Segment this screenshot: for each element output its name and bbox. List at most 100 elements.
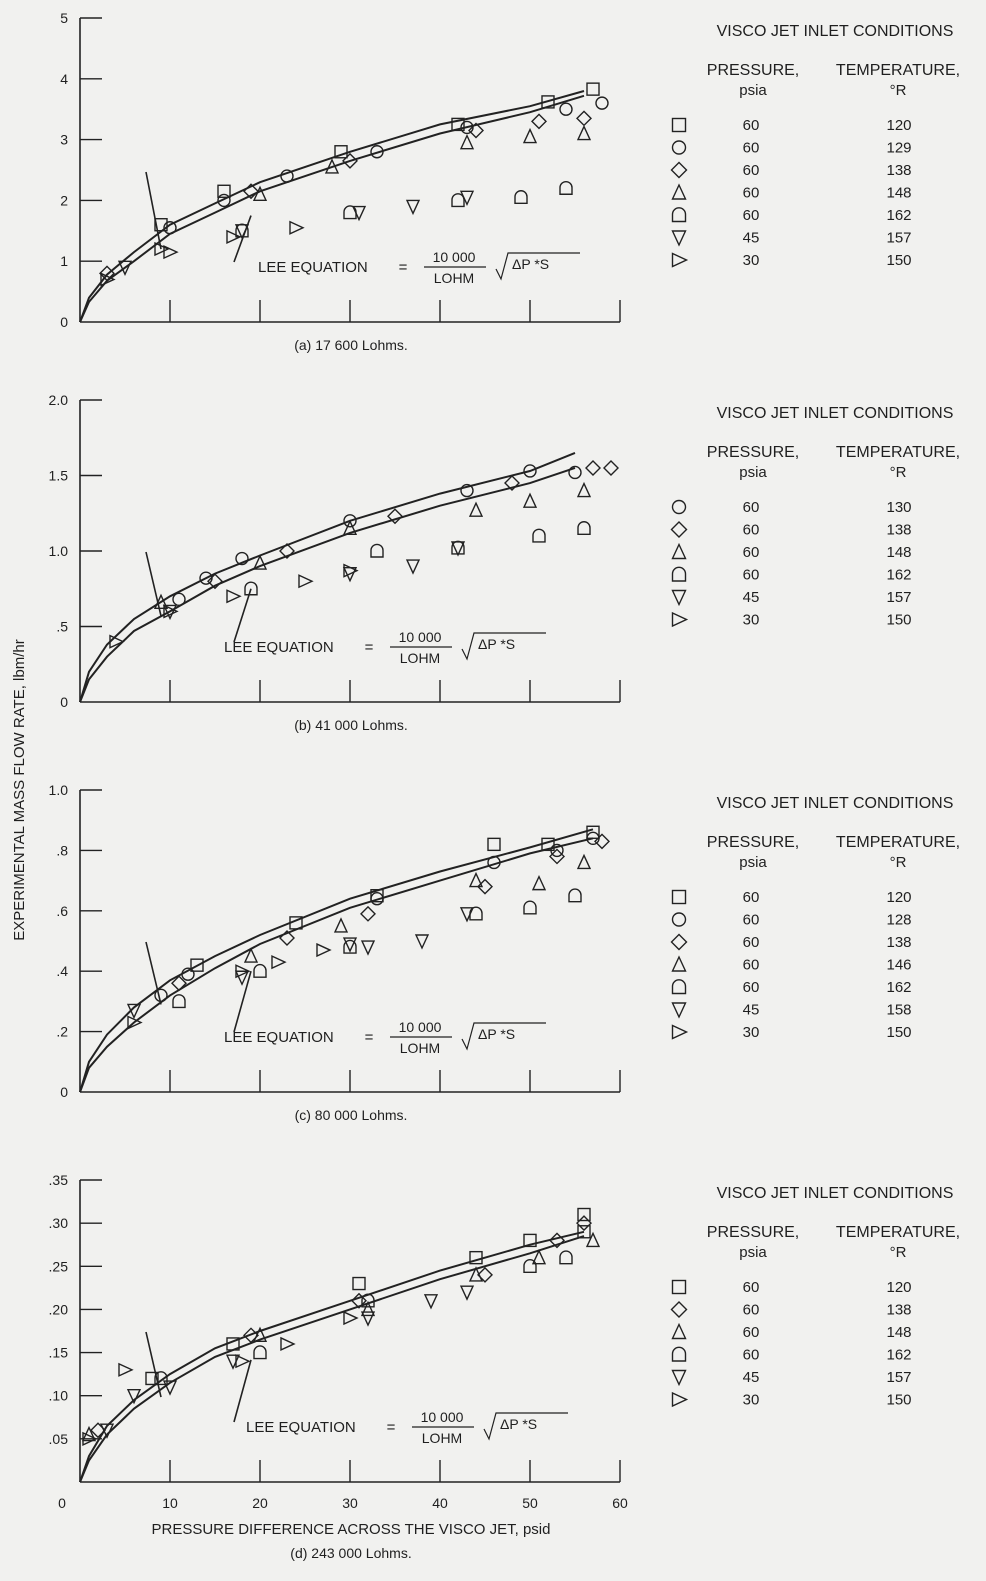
data-point-triangle-up [468, 1266, 484, 1282]
data-point-diamond [549, 848, 565, 865]
data-point-diamond [360, 905, 376, 922]
y-tick-label: 5 [60, 10, 68, 26]
lee-equation-denominator: LOHM [422, 1430, 462, 1446]
y-tick-label: .25 [49, 1258, 69, 1274]
arrow-upper-curve [145, 941, 162, 1005]
data-point-square [469, 1250, 483, 1265]
lee-equation-curve [79, 94, 585, 323]
data-point-triangle-down [423, 1294, 439, 1310]
legend-pressure-unit: psia [739, 82, 767, 99]
data-point-square [145, 1371, 159, 1386]
legend-pressure-value: 60 [743, 117, 760, 134]
data-point-triangle-down [459, 190, 475, 207]
legend-temperature-header: TEMPERATURE, [836, 834, 960, 851]
legend-pressure-value: 45 [743, 1002, 760, 1019]
legend-temperature-value: 150 [886, 1024, 911, 1041]
panel-caption: (d) 243 000 Lohms. [290, 1545, 411, 1561]
lee-equation-denominator: LOHM [400, 650, 440, 666]
lee-equation-radicand: ΔP *S [512, 256, 549, 272]
chart-panel-3: 0 .2 .4 .6 .8 1.0 LEE EQUATION = 10 000 LOHM ΔP *S… [49, 782, 961, 1123]
y-tick-label: .20 [49, 1301, 69, 1317]
data-point-triangle-right [343, 1310, 359, 1326]
data-point-triangle-up [522, 492, 538, 508]
data-point-circle [343, 514, 357, 528]
data-point-square [226, 1337, 240, 1351]
lee-equation-label: LEE EQUATION [258, 259, 368, 276]
x-tick-label: 10 [162, 1495, 178, 1511]
data-point-circle [217, 193, 231, 208]
data-point-d-shape [172, 994, 186, 1009]
legend-pressure-value: 60 [743, 522, 760, 539]
chart-panel-2: 0 .5 1.0 1.5 2.0 LEE EQUATION = 10 000 LOHM ΔP *S… [49, 392, 961, 733]
legend-pressure-unit: psia [739, 464, 767, 481]
data-point-square [541, 837, 555, 852]
y-tick-label: .4 [56, 963, 68, 979]
legend-temperature-value: 138 [886, 162, 911, 179]
data-point-square [523, 1233, 537, 1248]
legend-marker-triangle-right [671, 252, 689, 268]
data-point-triangle-right [163, 244, 179, 260]
data-point-triangle-up [585, 1231, 601, 1248]
data-point-square [334, 145, 348, 159]
data-point-square [217, 184, 231, 198]
data-point-circle [559, 102, 573, 116]
legend-marker-circle [671, 499, 687, 515]
panel-caption: (b) 41 000 Lohms. [294, 717, 408, 733]
legend-marker-triangle-down [671, 1369, 687, 1387]
legend-pressure-header: PRESSURE, [707, 444, 799, 461]
x-tick-label: 40 [432, 1495, 448, 1511]
data-point-d-shape [253, 1345, 267, 1360]
data-point-d-shape [253, 963, 267, 978]
data-point-circle [487, 855, 501, 870]
legend-pressure-value: 45 [743, 589, 760, 606]
legend-temperature-unit: °R [890, 82, 907, 99]
data-point-triangle-up [576, 124, 592, 141]
data-point-triangle-up [252, 554, 268, 570]
data-point-triangle-down [459, 1285, 475, 1301]
legend-marker-diamond [670, 933, 688, 951]
y-tick-label: .5 [56, 619, 68, 635]
legend-temperature-value: 150 [886, 612, 911, 629]
lee-equation-radicand: ΔP *S [478, 1026, 515, 1042]
radical-sign [495, 252, 580, 281]
data-point-diamond [207, 573, 223, 590]
lee-equation-equals: = [387, 1419, 396, 1436]
data-point-triangle-down [126, 1389, 142, 1405]
legend-marker-circle [671, 140, 687, 155]
x-tick-label: 0 [58, 1495, 66, 1511]
data-point-square [289, 916, 303, 930]
legend-marker-d-shape [671, 1346, 687, 1362]
data-point-diamond [387, 508, 403, 525]
legend-marker-square [671, 1279, 687, 1295]
data-point-triangle-up [360, 1300, 376, 1317]
legend-marker-d-shape [671, 207, 687, 223]
data-point-triangle-up [531, 1248, 547, 1265]
legend-temperature-value: 128 [886, 912, 911, 929]
lee-equation-radicand: ΔP *S [500, 1416, 537, 1432]
legend-pressure-value: 45 [743, 230, 760, 247]
data-point-triangle-up [252, 1326, 268, 1343]
legend-temperature-value: 148 [886, 185, 911, 202]
data-point-triangle-right [226, 589, 242, 604]
legend-temperature-header: TEMPERATURE, [836, 1224, 960, 1241]
legend-marker-triangle-up [671, 183, 687, 200]
data-point-circle [460, 483, 474, 498]
data-point-triangle-down [360, 1311, 376, 1327]
lee-equation-denominator: LOHM [434, 270, 474, 286]
data-point-square [451, 117, 465, 132]
legend-pressure-value: 30 [743, 612, 760, 629]
data-point-circle [235, 551, 249, 566]
arrow-upper-curve [145, 551, 162, 617]
data-point-triangle-up [324, 158, 340, 174]
data-point-triangle-up [531, 874, 547, 891]
x-axis-label: PRESSURE DIFFERENCE ACROSS THE VISCO JET… [152, 1521, 551, 1538]
y-tick-label: .2 [56, 1024, 68, 1040]
legend-temperature-value: 148 [886, 1324, 911, 1341]
data-point-triangle-up [468, 871, 484, 888]
data-point-square [370, 889, 384, 903]
lee-equation-curve [79, 90, 585, 323]
data-point-circle [370, 892, 384, 906]
data-point-triangle-up [342, 519, 358, 536]
legend-temperature-header: TEMPERATURE, [836, 444, 960, 461]
